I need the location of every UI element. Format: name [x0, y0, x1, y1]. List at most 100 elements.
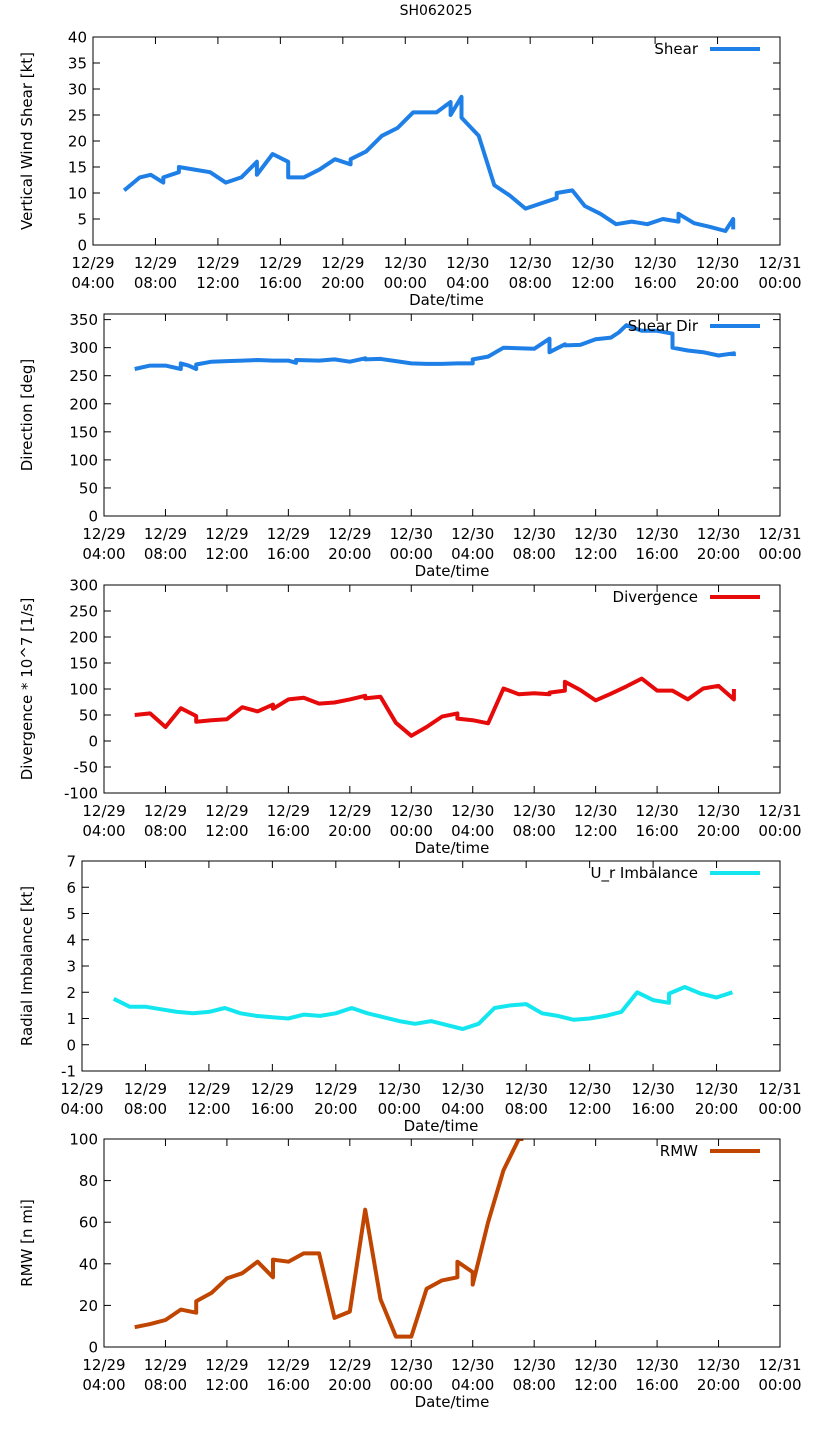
x-tick-label-time: 08:00	[144, 545, 187, 563]
x-tick-label-time: 00:00	[758, 274, 801, 292]
y-tick-label: 100	[69, 1131, 98, 1149]
x-tick-label-date: 12/30	[390, 1356, 433, 1374]
x-tick-label-time: 16:00	[633, 274, 676, 292]
x-tick-label-date: 12/31	[758, 1080, 801, 1098]
x-axis-label: Date/time	[415, 839, 490, 857]
x-tick-label-time: 16:00	[635, 1376, 678, 1394]
x-tick-label-time: 04:00	[82, 822, 125, 840]
x-tick-label-time: 20:00	[328, 545, 371, 563]
x-tick-label-time: 20:00	[695, 1100, 738, 1118]
x-tick-label-date: 12/30	[697, 525, 740, 543]
legend-label: Divergence	[613, 588, 698, 606]
legend-label: Shear Dir	[628, 317, 699, 335]
x-tick-label-time: 04:00	[451, 1376, 494, 1394]
x-tick-label-date: 12/30	[441, 1080, 484, 1098]
y-tick-label: 25	[68, 107, 87, 125]
x-tick-label-time: 20:00	[328, 1376, 371, 1394]
x-tick-label-time: 12:00	[568, 1100, 611, 1118]
x-tick-label-date: 12/30	[509, 254, 552, 272]
chart-panel-3: -100 -50 0 50 100 150 200 250 300 12/29 04:00 12/29…	[18, 577, 802, 858]
x-tick-label-time: 20:00	[696, 274, 739, 292]
plot-frame	[103, 1138, 781, 1348]
x-tick-label-time: 12:00	[574, 545, 617, 563]
y-tick-label: 2	[66, 984, 76, 1002]
y-tick-label: 50	[79, 479, 98, 497]
x-tick-label-date: 12/29	[205, 525, 248, 543]
x-tick-label-time: 04:00	[60, 1100, 103, 1118]
x-tick-label-date: 12/30	[697, 802, 740, 820]
x-tick-label-date: 12/30	[574, 1356, 617, 1374]
x-tick-label-date: 12/30	[635, 1356, 678, 1374]
x-tick-label-time: 16:00	[267, 1376, 310, 1394]
y-tick-label: 0	[66, 1036, 76, 1054]
figure-title: SH062025	[400, 3, 473, 19]
x-tick-label-time: 04:00	[451, 822, 494, 840]
x-tick-label-date: 12/30	[505, 1080, 548, 1098]
x-tick-label-time: 08:00	[513, 545, 556, 563]
x-tick-label-date: 12/30	[513, 525, 556, 543]
x-tick-label-date: 12/29	[267, 802, 310, 820]
series-line-u-r-imbalance	[112, 985, 734, 1031]
y-tick-label: 250	[69, 367, 98, 385]
legend-label: Shear	[654, 40, 698, 58]
legend-label: U_r Imbalance	[590, 864, 698, 883]
y-axis-label: Direction [deg]	[18, 359, 36, 472]
y-tick-label: 60	[79, 1214, 98, 1232]
x-tick-label-time: 08:00	[134, 274, 177, 292]
x-axis-label: Date/time	[415, 1393, 490, 1411]
y-tick-label: 40	[79, 1255, 98, 1273]
x-tick-label-date: 12/30	[696, 254, 739, 272]
x-tick-label-date: 12/31	[758, 525, 801, 543]
x-tick-label-time: 12:00	[205, 545, 248, 563]
x-tick-label-date: 12/29	[82, 802, 125, 820]
y-tick-label: 20	[68, 133, 87, 151]
x-tick-label-date: 12/29	[267, 525, 310, 543]
x-tick-label-date: 12/30	[571, 254, 614, 272]
x-tick-label-date: 12/29	[259, 254, 302, 272]
y-axis-label: Vertical Wind Shear [kt]	[18, 52, 36, 230]
x-tick-label-date: 12/30	[513, 802, 556, 820]
x-tick-label-time: 04:00	[71, 274, 114, 292]
x-tick-label-time: 20:00	[321, 274, 364, 292]
x-tick-label-time: 08:00	[513, 822, 556, 840]
y-tick-label: 300	[69, 577, 98, 595]
y-tick-label: -100	[64, 785, 98, 803]
x-tick-label-time: 12:00	[574, 1376, 617, 1394]
x-tick-label-date: 12/29	[328, 802, 371, 820]
y-tick-label: -50	[74, 759, 99, 777]
x-tick-label-date: 12/29	[82, 525, 125, 543]
y-tick-label: 100	[69, 681, 98, 699]
y-tick-label: 30	[68, 81, 87, 99]
x-tick-label-time: 20:00	[328, 822, 371, 840]
series-line-shear	[122, 94, 736, 233]
y-tick-label: 0	[77, 237, 87, 255]
x-tick-label-time: 00:00	[758, 822, 801, 840]
x-axis-label: Date/time	[409, 291, 484, 309]
x-tick-label-date: 12/29	[205, 802, 248, 820]
y-tick-label: 150	[69, 655, 98, 673]
x-tick-label-time: 08:00	[509, 274, 552, 292]
x-tick-label-time: 16:00	[635, 822, 678, 840]
x-tick-label-time: 00:00	[758, 1376, 801, 1394]
x-tick-label-time: 00:00	[390, 822, 433, 840]
x-tick-label-time: 08:00	[505, 1100, 548, 1118]
x-tick-label-time: 16:00	[259, 274, 302, 292]
y-tick-label: 0	[88, 1339, 98, 1357]
plot-frame	[92, 36, 781, 246]
x-tick-label-time: 16:00	[267, 545, 310, 563]
x-tick-label-date: 12/30	[384, 254, 427, 272]
x-tick-label-date: 12/29	[328, 1356, 371, 1374]
chart-panel-1: 0 5 10 15 20 25 30 35 40 12/29 04:00 12/29 08:00 12/2…	[18, 29, 802, 310]
x-tick-label-date: 12/30	[697, 1356, 740, 1374]
y-tick-label: 50	[79, 707, 98, 725]
x-tick-label-time: 20:00	[697, 822, 740, 840]
x-tick-label-time: 00:00	[390, 545, 433, 563]
y-tick-label: 200	[69, 629, 98, 647]
x-tick-label-time: 12:00	[205, 822, 248, 840]
x-tick-label-date: 12/30	[633, 254, 676, 272]
x-tick-label-date: 12/30	[513, 1356, 556, 1374]
y-tick-label: 4	[66, 931, 76, 949]
y-tick-label: 20	[79, 1297, 98, 1315]
x-tick-label-time: 16:00	[635, 545, 678, 563]
